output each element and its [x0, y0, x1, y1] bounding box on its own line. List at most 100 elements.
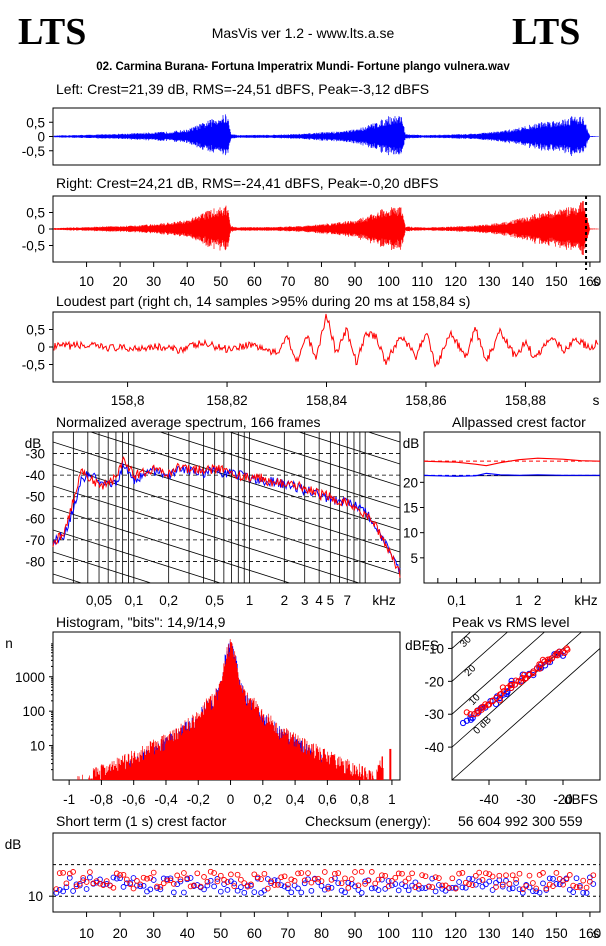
spectrum-xtick-label: 2	[281, 593, 289, 608]
short-term-crest-point-right	[419, 872, 425, 878]
short-term-crest-point-right	[432, 874, 439, 881]
short-term-crest-point-right	[355, 882, 362, 889]
short-term-crest-point-right	[308, 879, 315, 886]
histogram-xtick-label: -0,4	[154, 792, 178, 807]
short-term-crest-point-right	[301, 877, 308, 884]
peak-rms-ylabel: dBFS	[405, 638, 439, 653]
peak-rms-point-right	[471, 711, 478, 718]
short-term-crest-point-right	[271, 882, 278, 888]
histogram-xtick-label: -0,2	[187, 792, 210, 807]
short-term-crest-point-right	[53, 886, 60, 892]
short-term-crest-point-right	[194, 870, 201, 877]
logo-left: LTS	[18, 11, 86, 53]
short-term-crest-point-right	[224, 879, 231, 885]
peak-rms-point-right	[474, 707, 481, 715]
histogram-xtick-label: -1	[63, 792, 75, 807]
short-term-crest-point-right	[375, 876, 382, 883]
short-term-crest-point-left	[429, 875, 436, 882]
short-term-crest-point-right	[389, 878, 395, 884]
spectrum-xtick-label: 1	[246, 593, 254, 608]
histogram-xtick-label: 1	[388, 792, 396, 807]
short-term-crest-point-right	[160, 880, 167, 887]
short-term-crest-point-right	[566, 872, 573, 878]
spectrum-slope-line	[53, 529, 222, 583]
time-axis-label: 60	[247, 274, 262, 289]
short-term-crest-point-right	[573, 884, 580, 890]
short-term-crest-point-right	[385, 883, 392, 890]
short-term-crest-point-right	[365, 877, 372, 884]
short-term-crest-point-left	[130, 875, 137, 881]
short-term-crest-point-left	[120, 884, 127, 890]
peak-rms-point-right	[526, 671, 533, 678]
loudest-part-ytick-label: 0,5	[26, 323, 45, 338]
loudest-part-xtick-label: 158,88	[505, 393, 546, 408]
time-axis-label: 110	[411, 274, 433, 289]
time-axis-label: 50	[213, 274, 228, 289]
short-term-crest-point-right	[228, 871, 234, 878]
peak-rms-xtick-label: -20	[553, 792, 573, 807]
short-term-crest-point-left	[157, 886, 164, 893]
peak-rms-point-right	[485, 701, 492, 709]
short-term-crest-point-left	[201, 886, 207, 893]
peak-rms-point-left	[542, 662, 549, 669]
short-term-crest-point-right	[311, 876, 318, 883]
short-term-crest-point-right	[120, 871, 127, 878]
short-term-crest-point-left	[368, 885, 375, 892]
spectrum-ytick-label: -40	[25, 468, 45, 483]
histogram-xtick-label: 0	[227, 792, 235, 807]
histogram-xtick-label: -0,6	[122, 792, 145, 807]
short-term-crest-point-left	[234, 887, 241, 894]
short-term-crest-point-left	[556, 881, 563, 888]
spectrum-slope-line	[53, 551, 153, 583]
peak-rms-crest-label: 30	[458, 634, 474, 650]
short-term-crest-point-right	[422, 873, 429, 880]
short-term-crest-point-right	[325, 885, 332, 892]
loudest-part-xtick-label: 158,86	[405, 393, 446, 408]
short-term-crest-point-right	[503, 872, 509, 879]
short-term-crest-point-right	[486, 871, 493, 877]
short-term-crest-point-left	[56, 886, 63, 893]
short-term-crest-point-right	[170, 881, 177, 887]
right_waveform-ytick-label: -0,5	[22, 239, 45, 254]
app-title: MasVis ver 1.2 - www.lts.a.se	[212, 25, 395, 41]
crest-factor-xtick-label: 2	[534, 593, 542, 608]
short-term-crest-point-left	[503, 877, 509, 884]
short-term-crest-point-left	[385, 878, 392, 884]
short-term-crest-point-right	[83, 879, 90, 885]
short-term-crest-point-left	[338, 887, 345, 894]
short-term-crest-point-right	[201, 874, 207, 880]
spectrum-xtick-label: 0,2	[159, 593, 178, 608]
spectrum-slope-line	[53, 441, 400, 553]
short-term-crest-point-right	[251, 871, 258, 878]
peak-rms-point-right	[553, 650, 561, 657]
short-term-crest-point-left	[409, 882, 415, 889]
short-term-crest-point-right	[456, 870, 462, 877]
short-term-crest-point-right	[442, 882, 449, 889]
peak-rms-ytick-label: -10	[424, 641, 444, 656]
short-term-crest-point-left	[63, 884, 70, 891]
short-term-crest-point-left	[546, 875, 553, 882]
short-term-crest-point-left	[513, 880, 519, 886]
short-term-crest-point-left	[288, 889, 295, 896]
short-term-crest-point-right	[462, 879, 469, 886]
peak-rms-point-left	[504, 688, 511, 695]
short-term-crest-point-left	[469, 876, 476, 882]
short-term-crest-point-left	[217, 888, 224, 895]
short-term-crest-point-left	[590, 881, 597, 887]
peak-rms-point-right	[474, 710, 481, 717]
short-term-crest-point-right	[197, 883, 204, 890]
time-axis-label: 20	[113, 274, 128, 289]
short-term-crest-point-left	[66, 875, 73, 881]
peak-rms-ytick-label: -20	[424, 674, 444, 689]
short-term-crest-point-right	[238, 876, 244, 883]
short-term-crest-point-right	[248, 881, 254, 888]
peak-rms-xtick-label: -30	[516, 792, 536, 807]
short-term-crest-point-left	[147, 886, 154, 893]
short-term-crest-point-right	[211, 870, 217, 876]
short-term-crest-point-right	[295, 870, 301, 877]
short-term-crest-point-right	[358, 868, 365, 875]
peak-rms-point-right	[499, 684, 506, 691]
short-term-crest-point-right	[63, 880, 70, 887]
short-term-crest-point-left	[177, 878, 184, 885]
